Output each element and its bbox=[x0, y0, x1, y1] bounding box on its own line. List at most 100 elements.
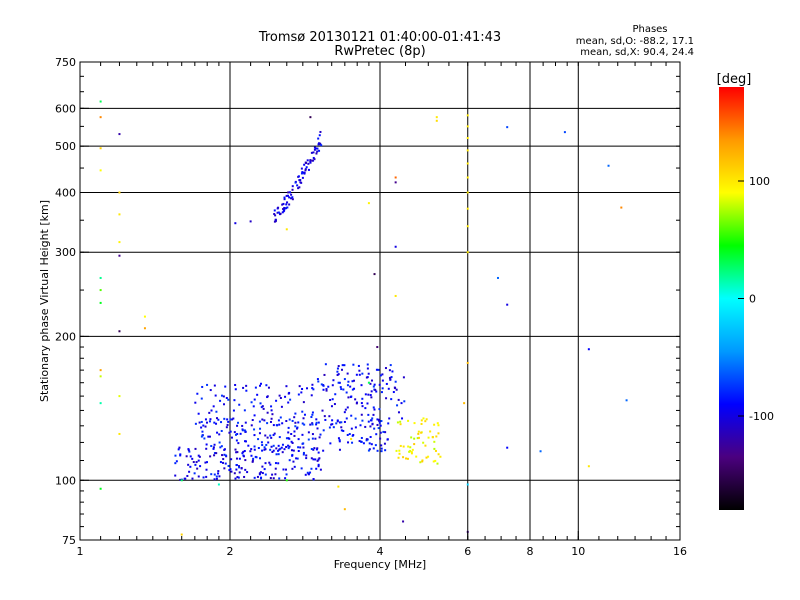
data-point bbox=[226, 423, 229, 426]
data-point bbox=[424, 444, 427, 447]
data-point bbox=[195, 461, 198, 464]
data-point bbox=[278, 423, 281, 426]
data-point bbox=[310, 448, 313, 451]
data-point bbox=[399, 423, 402, 426]
data-point bbox=[352, 363, 355, 366]
data-point bbox=[274, 462, 277, 465]
data-point bbox=[238, 465, 241, 468]
data-point bbox=[118, 191, 121, 194]
data-point bbox=[372, 385, 375, 388]
data-point bbox=[307, 473, 310, 476]
data-point bbox=[178, 446, 181, 449]
data-point bbox=[272, 424, 275, 427]
data-point bbox=[371, 422, 374, 425]
data-point bbox=[375, 390, 378, 393]
data-point bbox=[336, 374, 339, 377]
data-point bbox=[360, 384, 363, 387]
x-tick-label: 1 bbox=[77, 545, 84, 558]
data-point bbox=[263, 419, 266, 422]
stats-line-o: mean, sd,O: -88.2, 17.1 bbox=[576, 36, 694, 47]
data-point bbox=[231, 418, 234, 421]
data-point bbox=[435, 435, 438, 438]
data-point bbox=[343, 364, 346, 367]
data-point bbox=[222, 395, 225, 398]
data-point bbox=[390, 398, 393, 401]
data-point bbox=[405, 457, 408, 460]
data-point bbox=[257, 447, 260, 450]
data-point bbox=[331, 419, 334, 422]
data-point bbox=[433, 423, 436, 426]
data-point bbox=[359, 424, 362, 427]
data-point bbox=[466, 225, 469, 228]
data-point bbox=[236, 433, 239, 436]
data-point bbox=[213, 454, 216, 457]
data-point bbox=[329, 398, 332, 401]
chart-title: Tromsø 20130121 01:40:00-01:41:43 bbox=[258, 30, 501, 45]
data-point bbox=[197, 454, 200, 457]
data-point bbox=[389, 378, 392, 381]
data-point bbox=[287, 447, 290, 450]
data-point bbox=[232, 417, 235, 420]
data-point bbox=[277, 206, 280, 209]
data-point bbox=[360, 402, 363, 405]
data-point bbox=[299, 446, 302, 449]
data-point bbox=[563, 131, 566, 134]
data-point bbox=[291, 188, 294, 191]
data-point bbox=[385, 382, 388, 385]
data-point bbox=[394, 181, 397, 184]
data-point bbox=[328, 415, 331, 418]
data-point bbox=[394, 380, 397, 383]
data-point bbox=[433, 447, 436, 450]
data-point bbox=[209, 455, 212, 458]
data-point bbox=[376, 418, 379, 421]
data-point bbox=[280, 405, 283, 408]
data-point bbox=[394, 176, 397, 179]
data-point bbox=[303, 163, 306, 166]
data-point bbox=[220, 394, 223, 397]
data-point bbox=[587, 348, 590, 351]
data-point bbox=[291, 454, 294, 457]
data-point bbox=[234, 222, 237, 225]
data-point bbox=[180, 533, 183, 536]
data-point bbox=[271, 413, 274, 416]
data-point bbox=[279, 212, 282, 215]
data-point bbox=[297, 450, 300, 453]
data-point bbox=[143, 315, 146, 318]
data-point bbox=[243, 409, 246, 412]
data-point bbox=[394, 245, 397, 248]
data-point bbox=[354, 426, 357, 429]
data-point bbox=[361, 419, 364, 422]
x-axis-label: Frequency [MHz] bbox=[334, 558, 426, 571]
data-point bbox=[298, 385, 301, 388]
data-point bbox=[288, 203, 291, 206]
data-point bbox=[244, 440, 247, 443]
data-point bbox=[350, 395, 353, 398]
data-point bbox=[269, 463, 272, 466]
data-point bbox=[194, 463, 197, 466]
data-point bbox=[311, 387, 314, 390]
data-point bbox=[242, 450, 245, 453]
data-point bbox=[346, 372, 349, 375]
data-point bbox=[206, 461, 209, 464]
data-point bbox=[264, 434, 267, 437]
data-point bbox=[388, 369, 391, 372]
data-point bbox=[336, 370, 339, 373]
data-point bbox=[387, 422, 390, 425]
data-point bbox=[315, 448, 318, 451]
data-point bbox=[312, 156, 315, 159]
data-point bbox=[229, 418, 232, 421]
data-point bbox=[313, 148, 316, 151]
data-point bbox=[179, 453, 182, 456]
data-point bbox=[306, 387, 309, 390]
data-point bbox=[360, 436, 363, 439]
data-point bbox=[265, 384, 268, 387]
data-point bbox=[279, 447, 282, 450]
data-point bbox=[253, 398, 256, 401]
data-point bbox=[407, 419, 410, 422]
data-point bbox=[237, 476, 240, 479]
data-point bbox=[320, 383, 323, 386]
data-point bbox=[328, 426, 331, 429]
data-point bbox=[212, 447, 215, 450]
data-point bbox=[314, 437, 317, 440]
data-point bbox=[368, 442, 371, 445]
